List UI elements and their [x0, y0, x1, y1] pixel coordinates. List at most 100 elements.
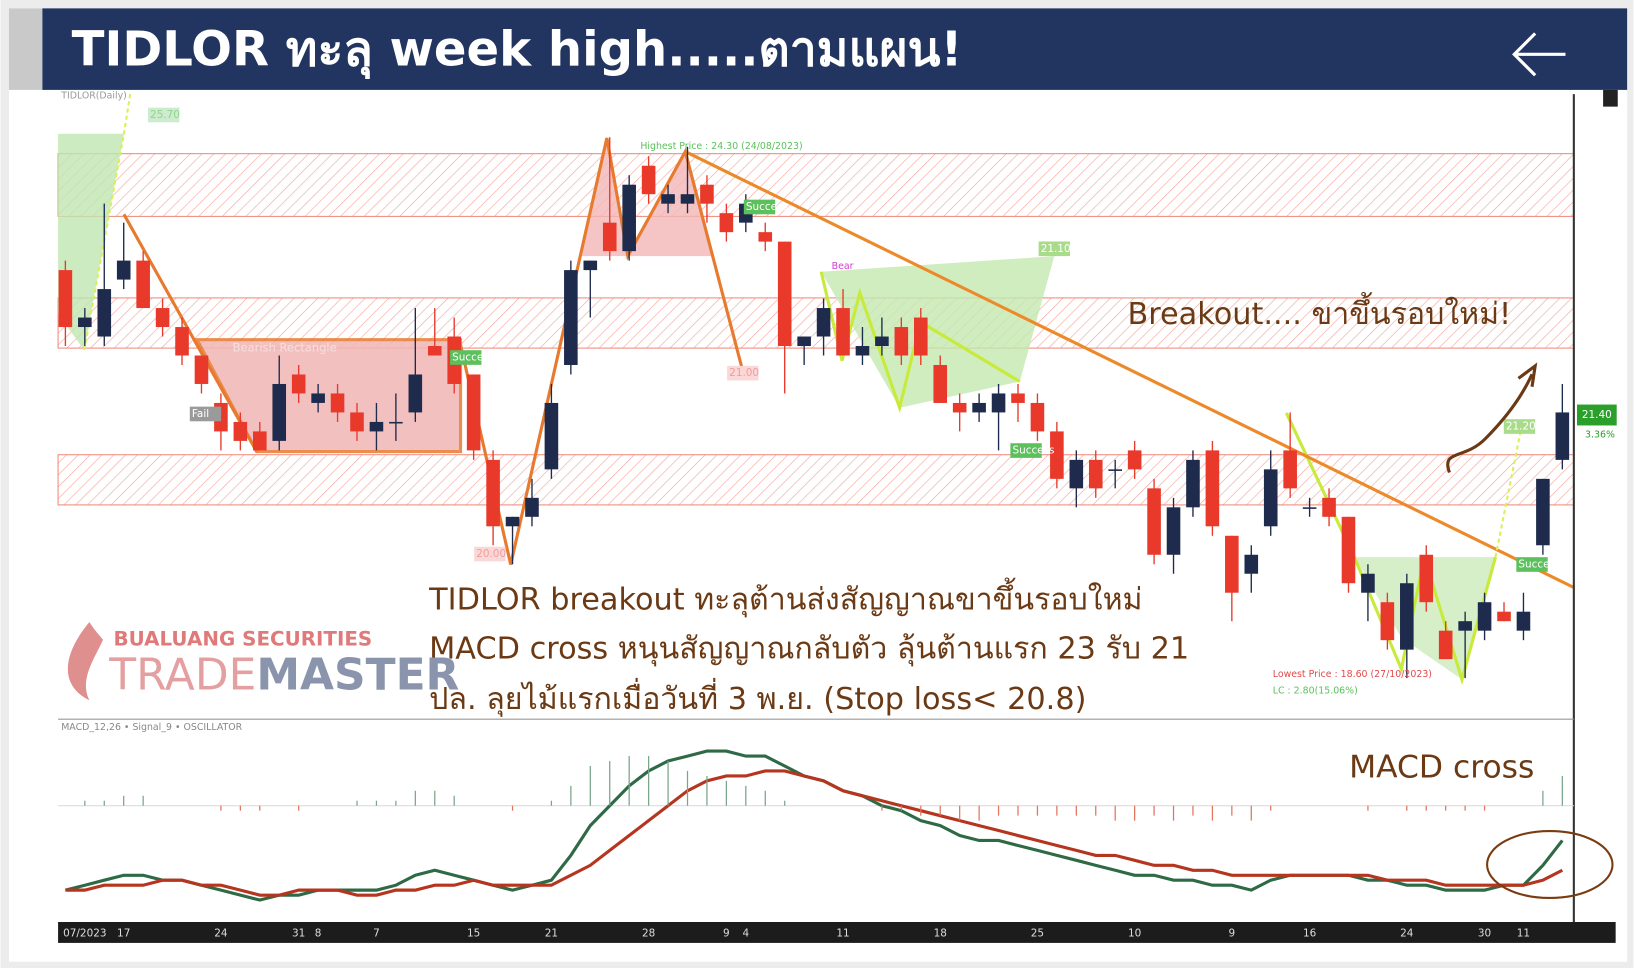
page-title: TIDLOR ทะลุ week high.....ตามแผน! — [72, 21, 963, 79]
candle-body — [622, 184, 636, 252]
x-tick-label: 24 — [214, 928, 228, 940]
candle-body — [564, 270, 578, 365]
candle-body — [1186, 459, 1200, 508]
candle-body — [933, 364, 948, 403]
candle-body — [602, 222, 617, 252]
x-axis: 07/2023 17 24 31 8 7 15 21 28 9 4 11 18 25 10 9 16 24 30 11 — [63, 928, 1530, 940]
chart-labels: TIDLOR(Daily) 25.70 Highest Price : 24.30 … — [60, 91, 1560, 697]
label-box — [1503, 419, 1536, 434]
candle-body — [1380, 602, 1395, 641]
projection — [83, 93, 132, 351]
candle-body — [505, 516, 520, 527]
candle-body — [991, 393, 1006, 413]
close-box[interactable] — [1603, 89, 1618, 107]
candle-body — [583, 260, 598, 271]
candle-body — [661, 194, 675, 204]
x-tick-label: 9 — [723, 928, 730, 940]
header-bar — [42, 8, 1628, 90]
candle-body — [330, 393, 345, 413]
candle-body — [1147, 488, 1161, 555]
candle-body — [1555, 412, 1570, 460]
chart-label: Bear — [832, 261, 854, 272]
candle-body — [1088, 459, 1103, 489]
chart-label: Highest Price : 24.30 (24/08/2023) — [640, 141, 802, 152]
candle-body — [1536, 478, 1550, 546]
candle-body — [797, 336, 811, 347]
header-tab — [8, 8, 43, 90]
candle-body — [816, 308, 831, 337]
candle-body — [1011, 393, 1025, 403]
label-box — [189, 406, 222, 422]
x-tick-label: 21 — [545, 928, 558, 940]
candle-body — [233, 421, 248, 441]
candle-body — [1283, 450, 1297, 489]
candle-body — [758, 232, 773, 242]
chart-label: Fail — [192, 408, 209, 420]
candle-body — [78, 317, 92, 328]
candle-body — [486, 459, 500, 527]
candle-body — [972, 402, 986, 413]
logo-company: BUALUANG SECURITIES — [113, 627, 372, 650]
candle-body — [1322, 497, 1336, 517]
candle-body — [1419, 554, 1434, 603]
x-tick-label: 8 — [315, 928, 322, 940]
candle-body — [719, 213, 734, 233]
label-box — [1038, 241, 1070, 257]
chart-label: Bearish Rectangle — [233, 341, 337, 355]
back-arrow[interactable] — [1512, 32, 1566, 77]
candle-body — [1205, 450, 1220, 527]
candle-body — [1361, 573, 1375, 593]
candle-body — [1497, 611, 1511, 622]
zigzag — [459, 137, 745, 565]
pattern — [1354, 557, 1496, 680]
candle-body — [1263, 469, 1278, 527]
zigzag — [122, 213, 259, 453]
candle-body — [855, 346, 870, 356]
x-tick-label: 07/2023 — [63, 928, 106, 940]
candle-body — [1225, 535, 1239, 593]
candle-body — [97, 289, 112, 337]
breakout-note: Breakout.... ขาขึ้นรอบใหม่! — [1127, 292, 1511, 332]
note-line: MACD cross หนุนสัญญาณกลับตัว ลุ้นต้านแรก… — [429, 632, 1189, 668]
macd-note: MACD cross — [1349, 749, 1534, 785]
candle-body — [1516, 611, 1531, 631]
candle-body — [680, 194, 695, 204]
candle-body — [1030, 402, 1045, 432]
label-box — [1010, 443, 1042, 458]
x-tick-label: 16 — [1303, 928, 1316, 940]
candle-body — [1477, 602, 1492, 631]
x-tick-label: 31 — [292, 928, 305, 940]
x-tick-label: 11 — [836, 928, 849, 940]
candle-body — [1050, 431, 1064, 479]
candle-body — [1127, 450, 1142, 470]
x-tick-label: 28 — [642, 928, 655, 940]
logo-trade: TRADE — [108, 649, 256, 700]
label-box — [450, 350, 482, 365]
logo-flame — [67, 621, 104, 701]
candle-body — [408, 374, 423, 413]
candle-body — [389, 421, 403, 424]
candle-body — [1341, 516, 1356, 584]
chart-label: 21.10 — [1041, 243, 1071, 255]
candle-body — [1302, 507, 1317, 509]
note-line: ปล. ลุยไม้แรกเมื่อวันที่ 3 พ.ย. (Stop lo… — [429, 677, 1086, 718]
candle-body — [836, 308, 850, 356]
chart-label: 20.00 — [476, 548, 506, 560]
x-tick-label: 25 — [1031, 928, 1044, 940]
price-label: 21.40 — [1582, 409, 1612, 421]
candle-body — [253, 431, 267, 451]
candle-body — [272, 383, 287, 441]
candle-body — [58, 270, 73, 328]
projection — [1494, 426, 1523, 558]
candle-body — [369, 421, 384, 432]
arrow-head — [1517, 362, 1538, 388]
macd-title: MACD_12,26 • Signal_9 • OSCILLATOR — [61, 722, 242, 733]
candle-body — [194, 355, 209, 384]
candle-body — [1166, 507, 1181, 555]
cross-ring — [1486, 830, 1614, 900]
candles — [58, 137, 1570, 679]
candle-body — [291, 374, 306, 394]
macd-line — [65, 769, 1564, 897]
candle-body — [544, 402, 559, 470]
